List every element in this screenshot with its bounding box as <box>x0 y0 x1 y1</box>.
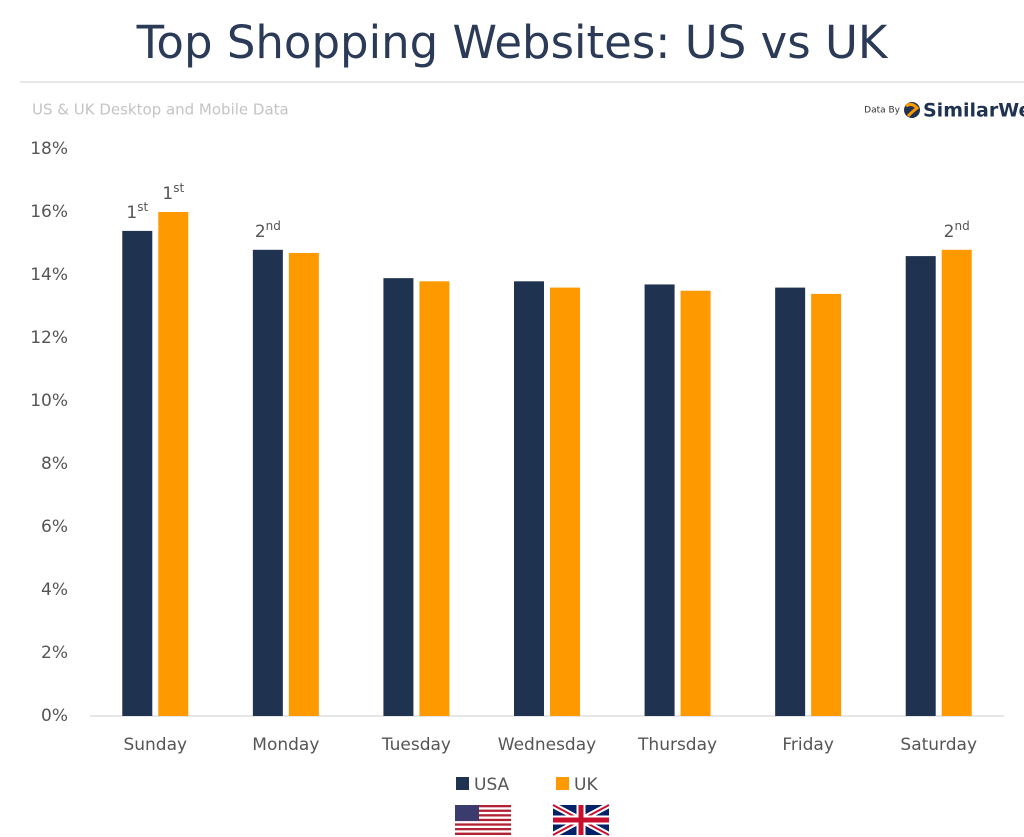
x-tick-label: Wednesday <box>498 735 596 755</box>
y-tick-label: 0% <box>41 706 68 726</box>
y-tick-label: 6% <box>41 517 68 537</box>
x-tick-label: Saturday <box>900 735 977 755</box>
y-tick-label: 14% <box>30 265 68 285</box>
source-prefix: Data By <box>864 106 901 116</box>
legend-swatch <box>456 777 469 790</box>
flag-uk <box>551 802 611 837</box>
chart-title: Top Shopping Websites: US vs UK <box>136 16 889 69</box>
legend-label: USA <box>474 775 510 795</box>
x-tick-label: Sunday <box>123 735 187 755</box>
source-brand: SimilarWeb <box>923 100 1024 122</box>
bar <box>122 230 153 716</box>
chart-subtitle: US & UK Desktop and Mobile Data <box>32 101 289 119</box>
bar <box>644 284 675 716</box>
rank-label: 1st <box>126 199 148 223</box>
bar <box>775 287 806 716</box>
bar <box>550 287 580 716</box>
bar <box>419 281 450 716</box>
legend-label: UK <box>574 775 598 795</box>
bar <box>383 278 414 716</box>
x-tick-label: Friday <box>782 735 834 755</box>
bar <box>811 293 842 716</box>
rank-label: 2nd <box>944 218 970 242</box>
bar <box>905 256 936 716</box>
y-tick-label: 8% <box>41 454 68 474</box>
x-tick-label: Tuesday <box>381 735 451 755</box>
y-tick-label: 4% <box>41 580 68 600</box>
bar <box>158 212 189 716</box>
y-tick-label: 16% <box>30 202 68 222</box>
rank-label: 1st <box>162 181 184 205</box>
rank-label: 2nd <box>255 218 281 242</box>
legend-swatch <box>556 777 569 790</box>
x-tick-label: Thursday <box>637 735 717 755</box>
y-tick-label: 18% <box>30 139 68 159</box>
y-tick-label: 12% <box>30 328 68 348</box>
y-tick-label: 2% <box>41 643 68 663</box>
bar <box>288 252 319 716</box>
bar <box>514 281 544 716</box>
y-tick-label: 10% <box>30 391 68 411</box>
x-tick-label: Monday <box>252 735 319 755</box>
logo-icon <box>904 102 920 118</box>
bar <box>252 249 283 717</box>
bar <box>941 249 972 717</box>
bar <box>680 290 711 716</box>
flag-us <box>455 805 511 835</box>
